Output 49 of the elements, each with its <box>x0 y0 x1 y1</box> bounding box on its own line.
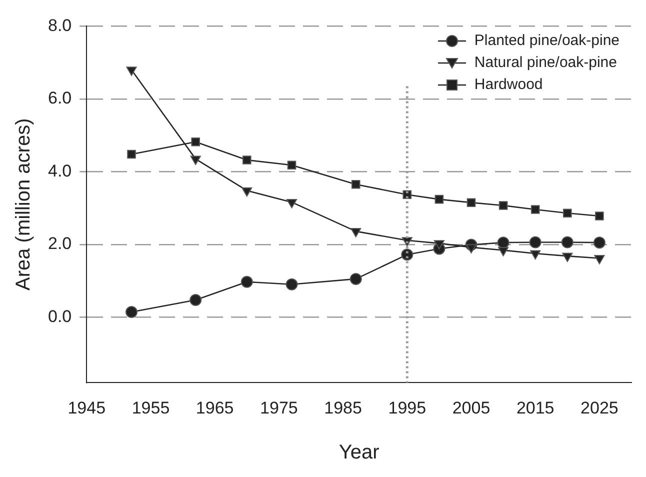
x-tick-label: 1975 <box>260 398 298 418</box>
point <box>562 252 573 262</box>
legend-label: Natural pine/oak-pine <box>474 53 617 74</box>
x-tick-label: 1965 <box>196 398 234 418</box>
point <box>434 240 444 250</box>
legend-label: Hardwood <box>474 75 543 96</box>
point <box>287 160 296 170</box>
point <box>529 236 542 248</box>
point <box>466 198 476 207</box>
point <box>191 137 200 146</box>
x-tick-label: 1995 <box>388 398 426 418</box>
y-tick-label: 4.0 <box>48 161 72 180</box>
point <box>240 276 253 288</box>
x-tick-label: 2025 <box>580 398 618 418</box>
point <box>498 201 508 210</box>
point <box>434 194 444 204</box>
point <box>498 246 509 256</box>
point <box>530 250 541 260</box>
point <box>350 228 362 238</box>
point <box>563 208 572 218</box>
y-tick-label: 2.0 <box>48 234 72 254</box>
x-tick-label: 2005 <box>452 398 490 418</box>
point <box>350 272 362 285</box>
point <box>595 212 604 220</box>
y-tick-label: 6.0 <box>48 88 72 108</box>
point <box>286 278 298 290</box>
point <box>126 306 138 318</box>
point <box>126 66 137 76</box>
point <box>594 254 605 264</box>
point <box>127 150 136 159</box>
point <box>286 198 298 208</box>
point <box>466 244 477 254</box>
x-tick-label: 1985 <box>324 398 362 418</box>
point <box>561 236 574 248</box>
point <box>190 156 201 165</box>
point <box>593 236 606 249</box>
point <box>530 205 540 214</box>
y-tick-label: 8.0 <box>48 16 72 35</box>
x-axis-title: Year <box>338 442 380 464</box>
point <box>190 294 202 306</box>
legend-label: Planted pine/oak-pine <box>474 31 620 52</box>
x-tick-label: 1955 <box>132 398 170 418</box>
y-tick-label: 0.0 <box>48 306 72 326</box>
y-axis-title: Area (million acres) <box>12 118 35 291</box>
point <box>351 180 360 189</box>
x-tick-label: 1945 <box>68 398 106 418</box>
x-tick-label: 2015 <box>516 398 554 418</box>
point <box>242 156 252 164</box>
point <box>242 187 252 197</box>
